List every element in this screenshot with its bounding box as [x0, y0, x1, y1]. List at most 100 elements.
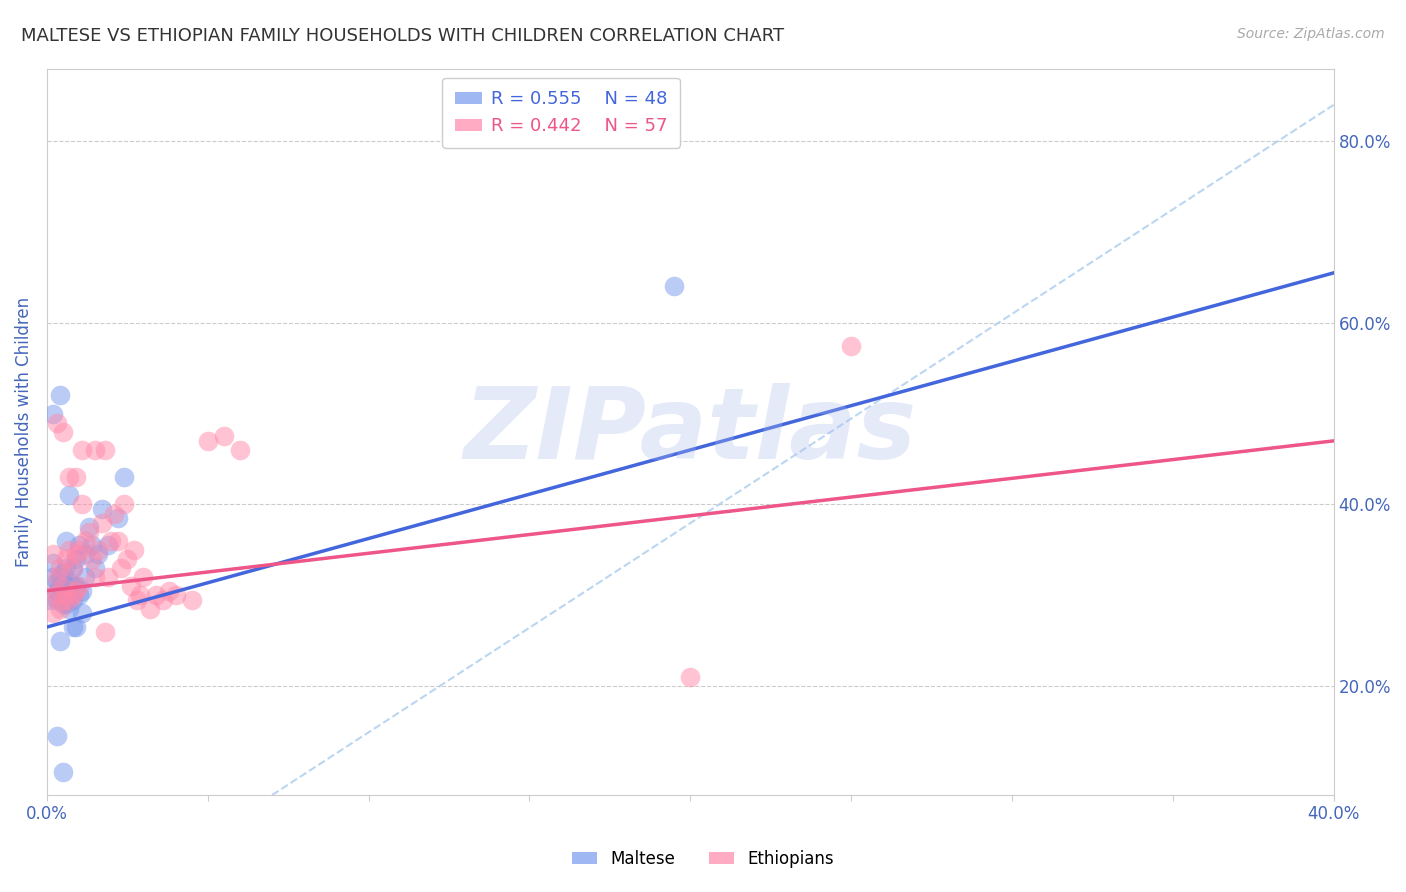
- Point: [65, 548, 87, 562]
- Point: [62, 579, 84, 593]
- Point: [49, 588, 72, 602]
- Point: [75, 570, 97, 584]
- Point: [72, 607, 94, 621]
- Point: [45, 729, 67, 743]
- Point: [84, 442, 107, 457]
- Point: [42, 407, 65, 421]
- Point: [839, 338, 862, 352]
- Point: [67, 579, 90, 593]
- Point: [67, 588, 90, 602]
- Text: Source: ZipAtlas.com: Source: ZipAtlas.com: [1237, 27, 1385, 41]
- Point: [55, 552, 77, 566]
- Point: [72, 498, 94, 512]
- Point: [58, 602, 80, 616]
- Point: [125, 592, 148, 607]
- Point: [52, 583, 75, 598]
- Point: [67, 538, 90, 552]
- Point: [212, 429, 235, 443]
- Point: [55, 533, 77, 548]
- Point: [129, 588, 152, 602]
- Point: [75, 548, 97, 562]
- Point: [80, 538, 103, 552]
- Point: [39, 592, 62, 607]
- Point: [107, 533, 129, 548]
- Point: [84, 570, 107, 584]
- Point: [52, 566, 75, 580]
- Point: [62, 620, 84, 634]
- Point: [62, 588, 84, 602]
- Point: [117, 552, 139, 566]
- Point: [62, 592, 84, 607]
- Point: [45, 588, 67, 602]
- Point: [42, 557, 65, 571]
- Point: [122, 542, 145, 557]
- Point: [80, 552, 103, 566]
- Point: [94, 442, 117, 457]
- Point: [45, 592, 67, 607]
- Point: [77, 524, 100, 539]
- Point: [180, 592, 202, 607]
- Text: ZIPatlas: ZIPatlas: [464, 384, 917, 480]
- Point: [49, 388, 72, 402]
- Point: [42, 570, 65, 584]
- Point: [52, 425, 75, 439]
- Point: [87, 542, 110, 557]
- Point: [72, 583, 94, 598]
- Point: [65, 470, 87, 484]
- Point: [103, 507, 125, 521]
- Point: [55, 561, 77, 575]
- Point: [45, 416, 67, 430]
- Legend: R = 0.555    N = 48, R = 0.442    N = 57: R = 0.555 N = 48, R = 0.442 N = 57: [441, 78, 681, 148]
- Point: [55, 598, 77, 612]
- Point: [229, 442, 252, 457]
- Point: [52, 765, 75, 780]
- Point: [132, 570, 155, 584]
- Point: [152, 592, 174, 607]
- Point: [97, 570, 120, 584]
- Point: [58, 542, 80, 557]
- Point: [77, 520, 100, 534]
- Point: [49, 561, 72, 575]
- Point: [52, 579, 75, 593]
- Point: [112, 470, 135, 484]
- Point: [58, 592, 80, 607]
- Point: [94, 624, 117, 639]
- Point: [197, 434, 219, 448]
- Point: [90, 516, 112, 530]
- Point: [84, 561, 107, 575]
- Text: MALTESE VS ETHIOPIAN FAMILY HOUSEHOLDS WITH CHILDREN CORRELATION CHART: MALTESE VS ETHIOPIAN FAMILY HOUSEHOLDS W…: [21, 27, 785, 45]
- Point: [100, 533, 122, 548]
- Point: [97, 538, 120, 552]
- Point: [52, 598, 75, 612]
- Point: [90, 502, 112, 516]
- Point: [120, 579, 142, 593]
- Point: [75, 533, 97, 548]
- Point: [58, 574, 80, 589]
- Point: [72, 442, 94, 457]
- Point: [67, 542, 90, 557]
- Point: [145, 588, 167, 602]
- Point: [65, 583, 87, 598]
- Point: [62, 561, 84, 575]
- Legend: Maltese, Ethiopians: Maltese, Ethiopians: [565, 844, 841, 875]
- Point: [58, 470, 80, 484]
- Point: [139, 602, 162, 616]
- Point: [45, 570, 67, 584]
- Point: [49, 633, 72, 648]
- Point: [58, 588, 80, 602]
- Point: [65, 552, 87, 566]
- Point: [52, 592, 75, 607]
- Point: [42, 607, 65, 621]
- Point: [112, 498, 135, 512]
- Point: [39, 588, 62, 602]
- Point: [45, 583, 67, 598]
- Point: [664, 279, 686, 293]
- Point: [110, 561, 132, 575]
- Point: [62, 561, 84, 575]
- Point: [45, 574, 67, 589]
- Point: [107, 511, 129, 525]
- Point: [157, 583, 180, 598]
- Point: [49, 579, 72, 593]
- Y-axis label: Family Households with Children: Family Households with Children: [15, 297, 32, 566]
- Point: [87, 548, 110, 562]
